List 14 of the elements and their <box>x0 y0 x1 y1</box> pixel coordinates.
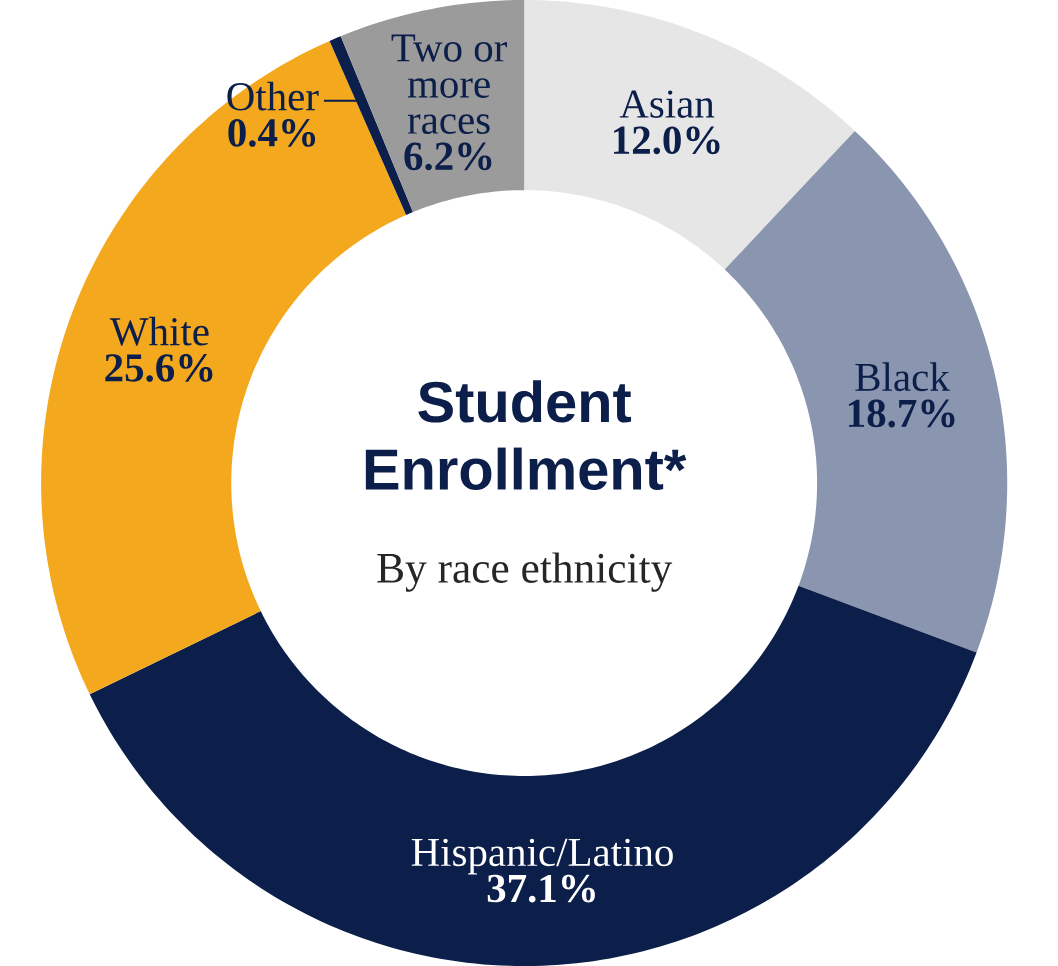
slice-label: Asian <box>619 90 715 118</box>
slice-label: White <box>109 316 209 346</box>
text: Student Enrollment* <box>365 380 687 490</box>
text: By race ethnicity <box>377 552 673 592</box>
data-label: 18.7% <box>848 399 955 428</box>
data-label: 25.6% <box>105 354 213 382</box>
data-label: 37.1% <box>487 874 595 903</box>
slice-label: Other <box>227 81 319 111</box>
slice-label: Black <box>855 362 950 392</box>
data-label: 0.4% <box>228 119 316 147</box>
data-label: 6.2% <box>404 142 492 171</box>
slice-label: Two or more races <box>391 34 507 134</box>
slice-label: Hispanic/Latino <box>411 838 673 875</box>
data-label: 12.0% <box>614 126 720 155</box>
